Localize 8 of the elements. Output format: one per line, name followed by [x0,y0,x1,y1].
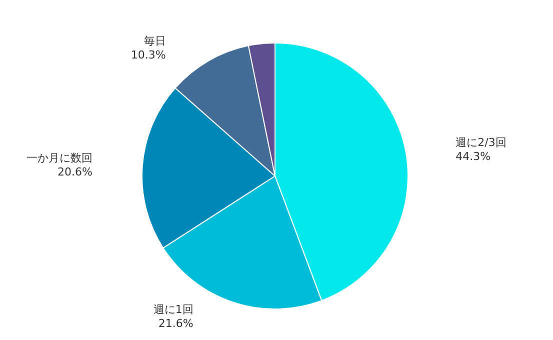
data-label: 10.3% [130,48,166,62]
slice-label: 週に1回 [153,302,194,316]
slice-label: 週に2/3回 [456,136,506,150]
slice-label: 毎日 [144,34,166,48]
data-label: 20.6% [57,165,92,178]
data-label: 44.3% [456,150,491,164]
slice-label: 一か月に数回 [26,151,92,164]
data-label: 21.6% [158,316,194,330]
